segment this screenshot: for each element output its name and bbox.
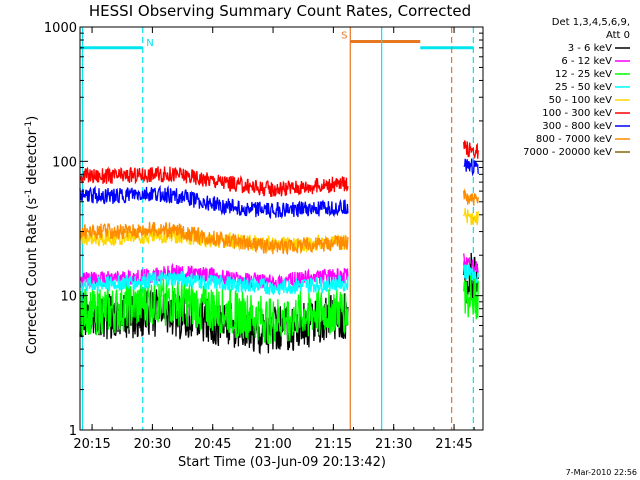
flag-N: N [146, 38, 153, 49]
x-tick-label: 21:45 [435, 437, 472, 452]
series-6 [79, 158, 479, 220]
legend-header: Att 0 [606, 30, 630, 41]
series-7 [79, 188, 479, 256]
series-path [463, 188, 479, 206]
legend-label: 50 - 100 keV [549, 95, 613, 106]
legend-header: Det 1,3,4,5,6,9, [552, 17, 630, 28]
x-tick-label: 20:15 [73, 437, 110, 452]
legend-label: 12 - 25 keV [555, 69, 612, 80]
legend-label: 25 - 50 keV [555, 82, 612, 93]
series-3 [79, 264, 479, 296]
series-path [79, 278, 349, 345]
series-path [79, 270, 349, 296]
series-path [79, 289, 349, 355]
legend-label: 3 - 6 keV [568, 43, 612, 54]
x-tick-label: 20:30 [134, 437, 171, 452]
y-tick-label: 100 [52, 155, 77, 170]
x-tick-label: 21:00 [254, 437, 291, 452]
series-path [463, 274, 479, 320]
y-axis-label: Corrected Count Rate (s-1 detector-1) [24, 116, 40, 354]
legend-label: 6 - 12 keV [561, 56, 612, 67]
series-path [463, 158, 479, 177]
chart-title: HESSI Observing Summary Count Rates, Cor… [89, 2, 471, 20]
series-path [79, 221, 349, 256]
legend-label: 7000 - 20000 keV [523, 147, 612, 158]
series-2 [79, 274, 479, 345]
legend: Det 1,3,4,5,6,9, Att 0 3 - 6 keV 6 - 12 keV… [523, 17, 630, 158]
x-tick-label: 20:45 [194, 437, 231, 452]
x-axis: 20:15 20:30 20:45 21:00 21:15 21:30 21:45 [73, 27, 475, 452]
y-axis: 1 10 100 1000 [44, 21, 483, 439]
legend-label: 100 - 300 keV [542, 108, 612, 119]
series-path [79, 184, 349, 220]
legend-label: 800 - 7000 keV [536, 134, 612, 145]
series-path [463, 140, 479, 160]
plot-frame [79, 26, 484, 431]
flag-S: S [341, 31, 347, 42]
legend-label: 300 - 800 keV [542, 121, 612, 132]
series-path [79, 166, 349, 198]
footer-date: 7-Mar-2010 22:56 [566, 468, 637, 477]
plot-area: NS [79, 27, 479, 430]
x-tick-label: 21:30 [375, 437, 412, 452]
series-path [463, 208, 479, 227]
x-tick-label: 21:15 [315, 437, 352, 452]
y-tick-label: 1000 [44, 21, 77, 36]
series-path [463, 264, 479, 284]
y-tick-label: 1 [69, 424, 77, 439]
series-5 [79, 140, 479, 198]
x-axis-label: Start Time (03-Jun-09 20:13:42) [178, 455, 386, 470]
y-tick-label: 10 [60, 290, 77, 305]
series-path [79, 262, 349, 293]
